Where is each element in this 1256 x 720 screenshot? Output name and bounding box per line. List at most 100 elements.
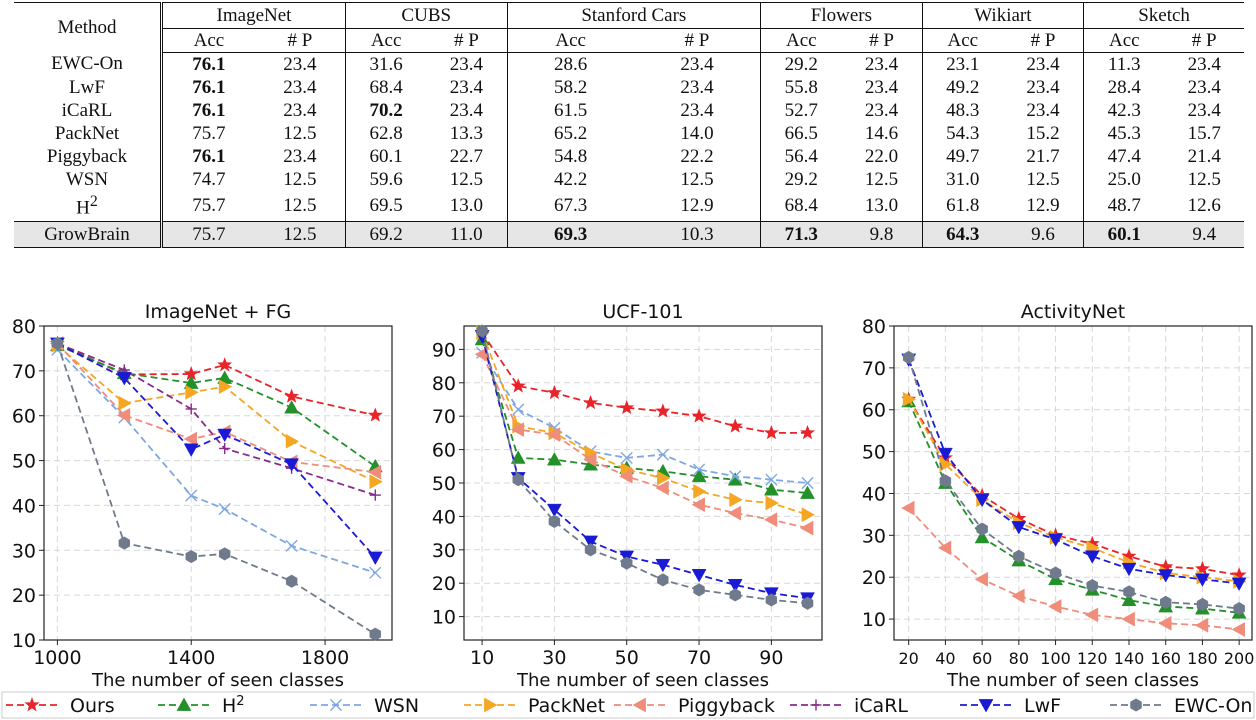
data-point	[727, 472, 743, 486]
subheader-params: # P	[841, 28, 923, 53]
data-point	[939, 456, 953, 472]
series-wsn	[51, 343, 382, 579]
tri-left-marker	[49, 336, 64, 351]
tri-right-marker	[1233, 573, 1247, 589]
chart-title: UCF-101	[602, 301, 683, 323]
tri-right-marker	[218, 379, 233, 395]
series-line	[481, 332, 808, 434]
data-point	[729, 492, 743, 508]
subheader-acc: Acc	[921, 28, 1003, 53]
tri-down-marker	[183, 443, 199, 457]
y-tick-label: 50	[12, 451, 36, 473]
tri-up-marker	[763, 482, 779, 496]
series-lwf	[49, 337, 383, 566]
tri-up-marker	[183, 375, 199, 389]
subheader-acc: Acc	[1083, 28, 1165, 53]
x-marker	[218, 502, 231, 516]
x-tick-label: 120	[1077, 649, 1108, 668]
series-line	[57, 342, 376, 417]
chart-1: 10 20 30 40 50 60 70 80 90 10 30 50 70 90 UCF-101 The n…	[432, 301, 823, 691]
y-tick-label: 30	[862, 525, 886, 547]
data-point	[691, 408, 707, 423]
data-point	[800, 425, 816, 440]
tri-down-marker	[49, 337, 65, 352]
acc-cell: 76.1	[159, 145, 255, 168]
data-point	[691, 569, 707, 583]
dataset-header: CUBS	[345, 2, 507, 29]
data-point	[655, 403, 671, 418]
data-point	[584, 445, 599, 461]
tri-up-marker	[474, 331, 490, 346]
subheader-params: # P	[426, 28, 507, 53]
data-point	[1011, 588, 1025, 604]
acc-cell: 29.2	[760, 52, 842, 76]
y-tick-label: 30	[432, 540, 456, 562]
tri-up-marker	[800, 485, 815, 499]
y-tick-label: 50	[432, 473, 456, 495]
series-ours	[901, 391, 1247, 582]
data-point	[693, 483, 707, 499]
x-tick-label: 10	[470, 647, 494, 669]
data-point	[1123, 555, 1137, 570]
star-marker	[1158, 558, 1174, 574]
y-tick-label: 70	[862, 358, 886, 380]
data-point	[1231, 577, 1247, 592]
y-tick-label: 10	[432, 607, 456, 629]
star-marker	[727, 418, 743, 433]
tri-up-marker	[284, 400, 300, 414]
data-point	[367, 551, 383, 566]
params-cell: 23.4	[1187, 76, 1221, 98]
acc-cell: 65.2	[506, 122, 634, 145]
tri-left-marker	[937, 540, 952, 556]
x-marker	[369, 566, 382, 579]
subheader-acc: Acc	[506, 28, 634, 53]
data-point	[691, 497, 705, 513]
series-packnet	[902, 391, 1247, 589]
hex-marker	[185, 550, 197, 564]
data-point	[656, 448, 669, 461]
tri-up-marker	[217, 370, 233, 384]
tri-left-marker	[1011, 588, 1025, 604]
data-point	[284, 400, 300, 414]
params-cell: 23.4	[1026, 99, 1060, 121]
tri-right-marker	[765, 495, 779, 511]
series-line	[481, 330, 808, 605]
data-point	[765, 593, 778, 607]
data-point	[655, 463, 671, 478]
acc-cell: 60.1	[1083, 221, 1165, 248]
data-point	[183, 431, 198, 447]
data-point	[583, 535, 599, 550]
data-point	[369, 627, 381, 641]
series-h2	[901, 393, 1247, 619]
tri-left-marker	[974, 571, 988, 587]
chart-title: ActivityNet	[1021, 301, 1125, 323]
acc-cell: 56.4	[760, 145, 842, 168]
x-axis-label: The number of seen classes	[91, 670, 344, 691]
series-line	[907, 359, 1240, 585]
params-cell: 10.3	[633, 221, 761, 248]
series-ewc-on	[476, 324, 814, 610]
tri-right-marker	[693, 483, 707, 499]
tri-right-marker	[1086, 540, 1100, 556]
x-marker	[584, 445, 597, 458]
params-cell: 21.7	[1026, 145, 1060, 167]
x-marker	[218, 502, 231, 516]
tri-right-marker	[1049, 529, 1064, 545]
data-point	[474, 330, 490, 344]
x-marker	[475, 346, 489, 359]
x-marker	[512, 403, 525, 416]
data-point	[476, 325, 490, 341]
x-marker	[656, 448, 669, 461]
tri-right-marker	[729, 492, 743, 508]
series-line	[908, 507, 1240, 631]
series-ewc-on	[902, 350, 1245, 616]
tri-up-marker	[727, 472, 743, 486]
params-cell: 14.6	[864, 122, 899, 144]
data-point	[1159, 565, 1174, 581]
params-cell: 23.4	[283, 145, 317, 167]
data-point	[1121, 548, 1137, 563]
data-point	[800, 485, 815, 499]
plot-frame	[43, 325, 393, 641]
params-cell: 15.7	[1187, 122, 1221, 144]
tri-left-marker	[1048, 599, 1062, 614]
